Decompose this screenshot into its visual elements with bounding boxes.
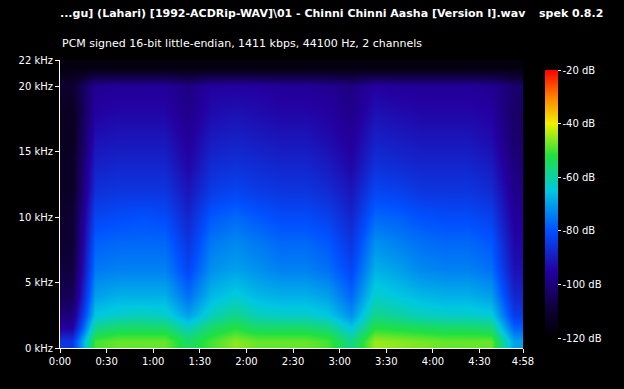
svg-text:10 kHz: 10 kHz [19,212,53,223]
svg-text:PCM signed 16-bit little-endia: PCM signed 16-bit little-endian, 1411 kb… [62,37,422,50]
svg-text:0:30: 0:30 [95,356,117,367]
svg-text:-100 dB: -100 dB [563,279,602,290]
svg-text:1:30: 1:30 [189,356,211,367]
svg-text:3:00: 3:00 [328,356,350,367]
svg-text:0:00: 0:00 [49,356,71,367]
svg-text:...gu] (Lahari) [1992-ACDRip-W: ...gu] (Lahari) [1992-ACDRip-WAV]\01 - C… [60,7,526,20]
svg-text:4:00: 4:00 [422,356,444,367]
svg-text:-60 dB: -60 dB [563,172,596,183]
svg-text:3:30: 3:30 [375,356,397,367]
svg-text:2:00: 2:00 [235,356,257,367]
svg-text:22 kHz: 22 kHz [19,55,53,66]
svg-text:spek 0.8.2: spek 0.8.2 [539,7,603,20]
svg-text:-120 dB: -120 dB [563,333,602,344]
svg-text:5 kHz: 5 kHz [25,277,53,288]
svg-text:4:30: 4:30 [468,356,490,367]
svg-text:0 kHz: 0 kHz [25,343,53,354]
svg-text:1:00: 1:00 [142,356,164,367]
svg-text:4:58: 4:58 [512,356,534,367]
svg-text:20 kHz: 20 kHz [19,81,53,92]
svg-text:-80 dB: -80 dB [563,225,596,236]
svg-text:-40 dB: -40 dB [563,118,596,129]
svg-text:2:30: 2:30 [282,356,304,367]
svg-text:-20 dB: -20 dB [563,65,596,76]
svg-text:15 kHz: 15 kHz [19,146,53,157]
